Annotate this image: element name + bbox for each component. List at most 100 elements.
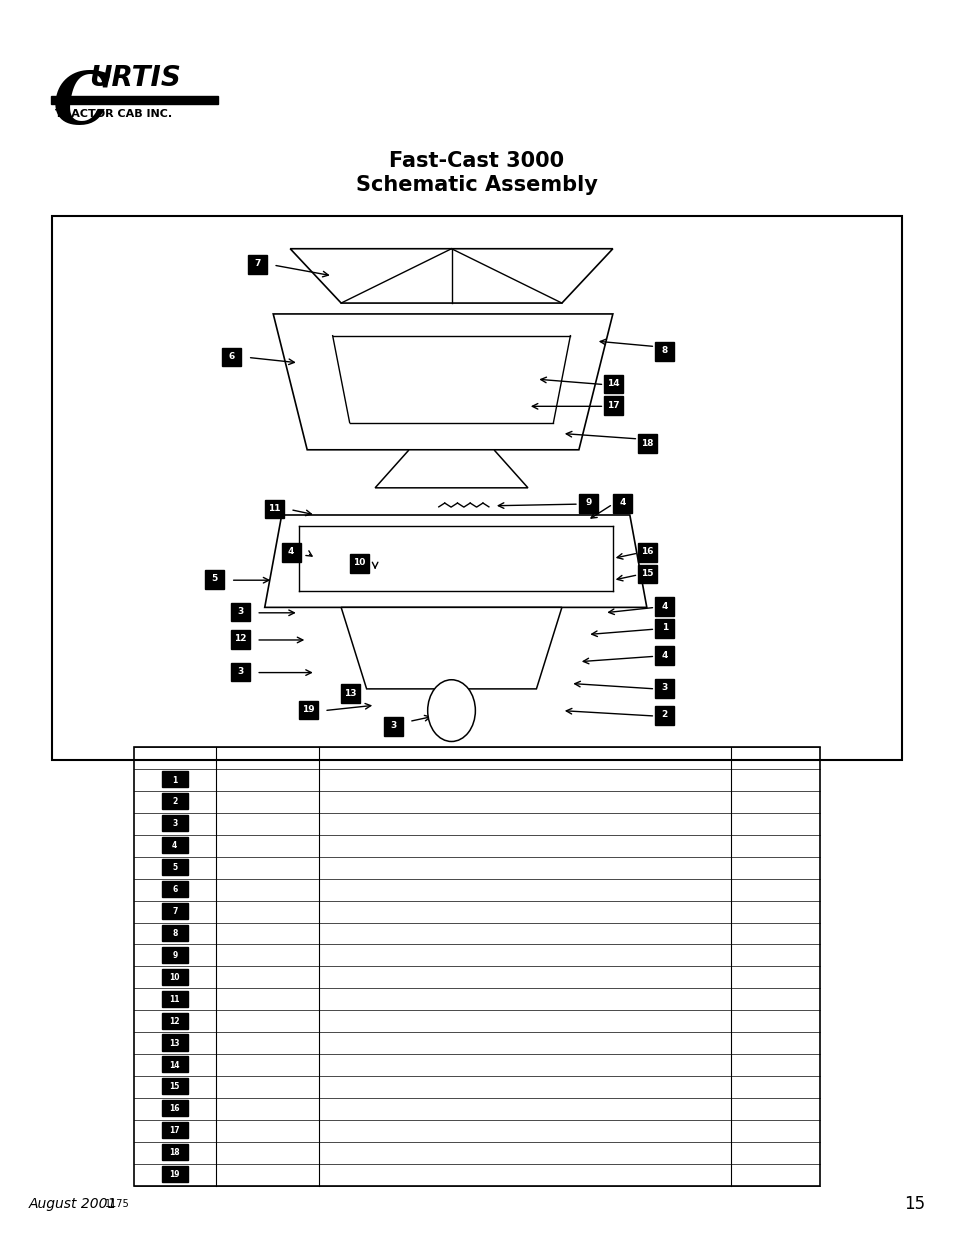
Bar: [162, 1123, 188, 1139]
Bar: [638, 435, 657, 453]
Text: 14: 14: [607, 379, 619, 388]
Text: 12: 12: [170, 1016, 180, 1026]
Text: 13: 13: [170, 1039, 180, 1047]
Bar: [349, 555, 368, 573]
Text: 9: 9: [584, 499, 591, 508]
Text: 19: 19: [301, 705, 314, 714]
Bar: [162, 968, 188, 984]
Text: 4: 4: [660, 601, 667, 610]
Bar: [162, 1100, 188, 1116]
Bar: [162, 860, 188, 876]
Text: 10: 10: [170, 973, 180, 982]
Bar: [162, 881, 188, 897]
Text: 1: 1: [172, 776, 177, 784]
Bar: [655, 342, 674, 361]
Bar: [162, 990, 188, 1007]
Text: 16: 16: [170, 1104, 180, 1114]
Text: 3: 3: [172, 819, 177, 829]
Bar: [603, 374, 622, 393]
Bar: [281, 543, 300, 562]
Text: 15: 15: [170, 1082, 180, 1092]
Text: 6: 6: [172, 885, 177, 894]
Text: 2: 2: [661, 710, 667, 719]
Bar: [162, 815, 188, 831]
Bar: [298, 700, 317, 719]
Text: August 2001: August 2001: [29, 1197, 117, 1212]
Text: 4: 4: [660, 651, 667, 659]
Bar: [655, 598, 674, 616]
Bar: [612, 494, 631, 513]
Text: 19: 19: [170, 1170, 180, 1179]
Text: 11: 11: [170, 994, 180, 1004]
Text: 3: 3: [661, 683, 667, 692]
Text: 4: 4: [288, 547, 294, 556]
Text: 17: 17: [607, 400, 619, 410]
Bar: [578, 494, 598, 513]
Text: 7: 7: [172, 906, 177, 916]
Text: 6: 6: [229, 352, 234, 361]
Text: 16: 16: [640, 547, 654, 556]
Text: 9: 9: [172, 951, 177, 960]
Text: C: C: [52, 68, 110, 138]
Bar: [162, 1035, 188, 1051]
Text: 14: 14: [170, 1061, 180, 1070]
Bar: [231, 603, 250, 621]
Bar: [603, 396, 622, 415]
Bar: [51, 96, 217, 104]
Polygon shape: [265, 515, 646, 608]
Text: 1175: 1175: [105, 1199, 130, 1209]
Text: 5: 5: [172, 863, 177, 872]
Bar: [162, 947, 188, 963]
Bar: [162, 1013, 188, 1029]
Text: 8: 8: [661, 346, 667, 356]
Bar: [638, 543, 657, 562]
Text: 5: 5: [212, 574, 217, 583]
Text: 3: 3: [237, 608, 243, 616]
Bar: [205, 571, 224, 589]
Bar: [264, 500, 283, 519]
Bar: [162, 793, 188, 809]
Bar: [162, 1078, 188, 1094]
Text: 17: 17: [170, 1126, 180, 1135]
Circle shape: [427, 679, 475, 741]
Text: 12: 12: [233, 635, 246, 643]
Polygon shape: [273, 314, 612, 450]
Text: TRACTOR CAB INC.: TRACTOR CAB INC.: [55, 109, 172, 119]
Bar: [222, 347, 241, 366]
Text: 13: 13: [344, 689, 356, 698]
Polygon shape: [341, 608, 561, 689]
Bar: [162, 772, 188, 788]
Bar: [248, 256, 267, 274]
Bar: [231, 630, 250, 648]
Bar: [655, 706, 674, 725]
Text: 3: 3: [237, 667, 243, 676]
Text: Fast-Cast 3000: Fast-Cast 3000: [389, 151, 564, 170]
Bar: [162, 925, 188, 941]
Polygon shape: [375, 450, 527, 488]
Bar: [162, 1056, 188, 1072]
Bar: [383, 718, 402, 736]
Text: 3: 3: [390, 721, 395, 730]
Text: 10: 10: [353, 558, 365, 567]
Text: Schematic Assembly: Schematic Assembly: [355, 175, 598, 195]
Bar: [231, 663, 250, 682]
Text: 18: 18: [170, 1149, 180, 1157]
Text: URTIS: URTIS: [89, 64, 180, 93]
Bar: [655, 679, 674, 698]
Bar: [133, 747, 820, 1186]
Text: 11: 11: [268, 504, 280, 513]
Polygon shape: [290, 248, 612, 303]
Bar: [341, 684, 360, 703]
Bar: [162, 1166, 188, 1182]
Bar: [162, 1144, 188, 1160]
Bar: [162, 903, 188, 919]
Text: 8: 8: [172, 929, 177, 939]
Text: 15: 15: [903, 1195, 924, 1213]
Bar: [52, 216, 901, 760]
Text: 7: 7: [253, 259, 260, 268]
Bar: [638, 564, 657, 583]
Bar: [162, 837, 188, 853]
Bar: [655, 619, 674, 637]
Text: 4: 4: [172, 841, 177, 851]
Text: 1: 1: [661, 624, 667, 632]
